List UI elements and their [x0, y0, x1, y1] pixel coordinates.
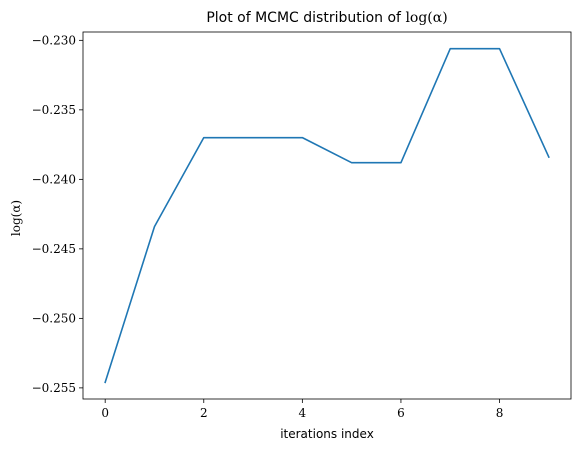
y-tick-label: −0.235	[32, 103, 76, 117]
y-tick-label: −0.255	[32, 381, 76, 395]
x-tick-label: 0	[101, 406, 109, 420]
chart-title-math: log(α)	[405, 10, 447, 26]
x-tick-label: 6	[397, 406, 405, 420]
y-tick-label: −0.230	[32, 33, 76, 47]
x-tick-label: 8	[496, 406, 504, 420]
x-tick-label: 2	[200, 406, 208, 420]
plot-area: 0 2 4 6 8 −0.255 −0.250 −0.245 −0.240 −0.235 −0.23…	[32, 31, 572, 420]
series-line	[104, 47, 550, 384]
axes-frame	[82, 31, 572, 400]
chart-title: Plot of MCMC distribution of log(α)	[206, 10, 447, 26]
y-tick-label: −0.250	[32, 311, 76, 325]
y-tick-label: −0.240	[32, 172, 76, 186]
x-axis-label: iterations index	[280, 427, 374, 441]
y-tick-label: −0.245	[32, 242, 76, 256]
chart-title-text: Plot of MCMC distribution of	[206, 10, 405, 26]
y-axis-label: log(α)	[9, 200, 23, 236]
x-tick-label: 4	[299, 406, 307, 420]
